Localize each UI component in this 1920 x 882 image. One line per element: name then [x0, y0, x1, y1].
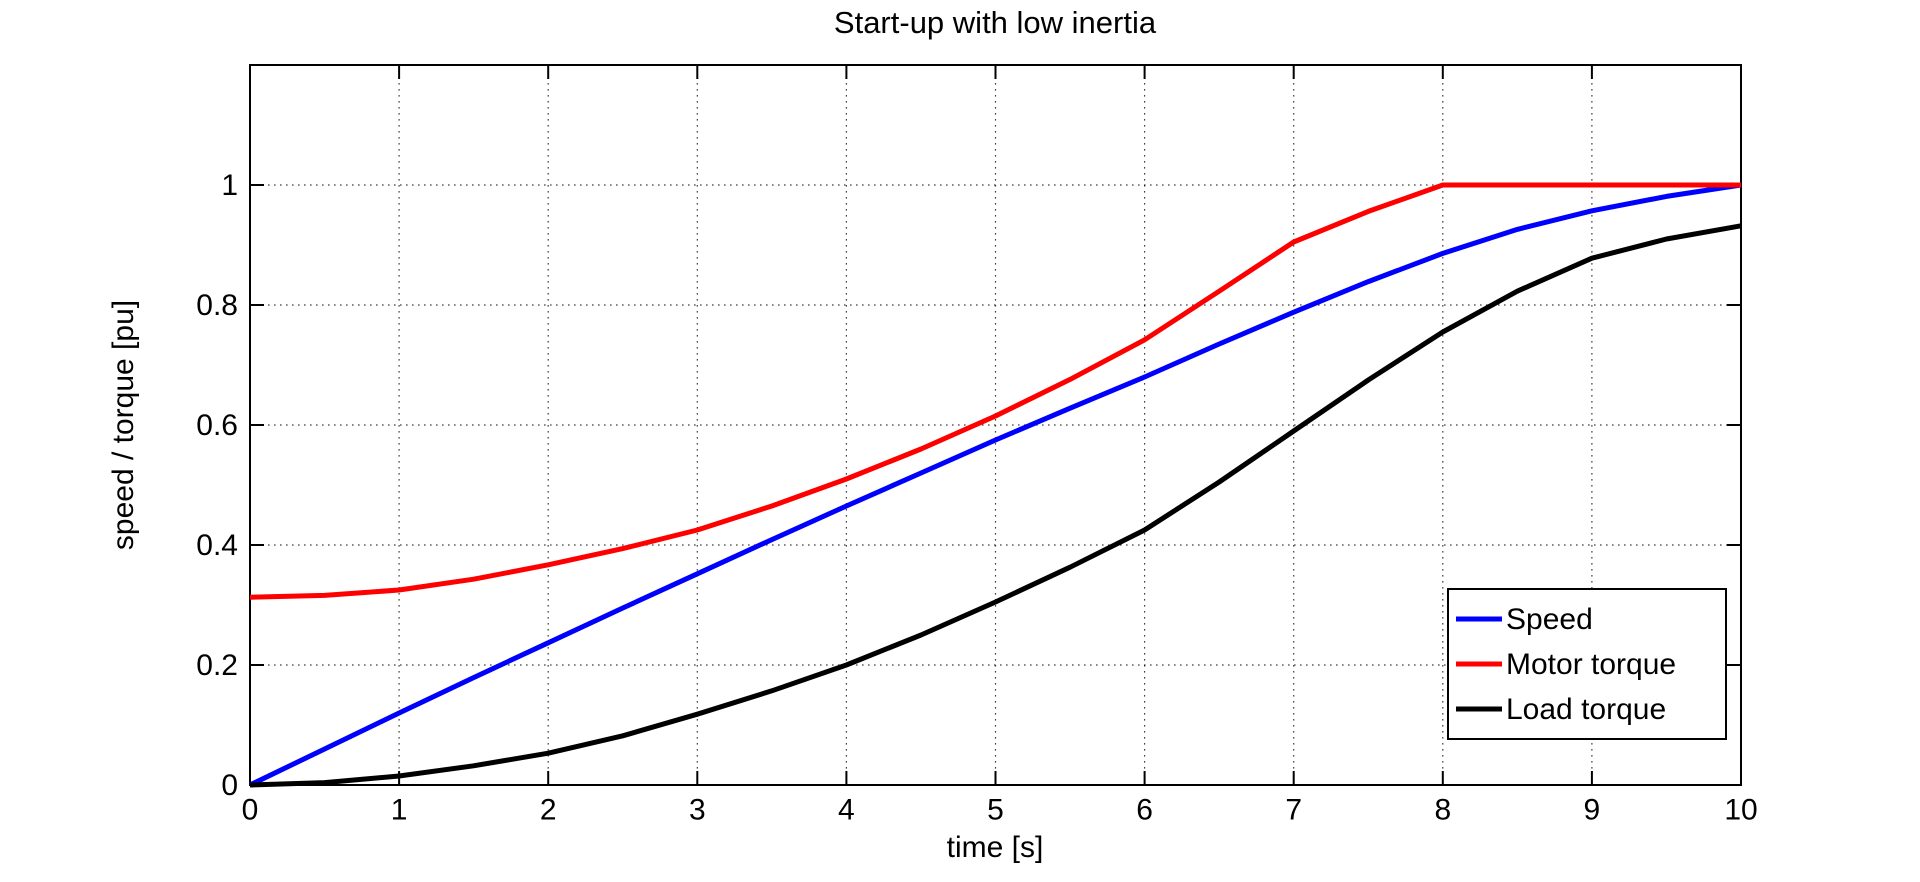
legend: Speed Motor torque Load torque [1447, 588, 1727, 740]
y-tick-label: 0.6 [196, 409, 238, 442]
series-line-motor-torque [249, 182, 1741, 600]
y-tick-label: 0 [221, 769, 238, 802]
x-tick-label: 4 [838, 793, 855, 826]
x-tick-label: 1 [391, 793, 408, 826]
x-tick-label: 3 [689, 793, 706, 826]
legend-item: Speed [1456, 603, 1593, 636]
x-tick-label: 8 [1434, 793, 1451, 826]
x-tick-label: 9 [1584, 793, 1601, 826]
legend-item: Load torque [1456, 693, 1666, 726]
x-tick-label: 5 [987, 793, 1004, 826]
plot-frame [249, 64, 1742, 786]
x-tick-labels: 0 1 2 3 4 5 6 7 8 9 10 [242, 793, 1758, 826]
data-series [248, 182, 1742, 788]
y-axis-label: speed / torque [pu] [107, 300, 140, 550]
x-tick-label: 2 [540, 793, 557, 826]
x-axis-label: time [s] [947, 831, 1044, 864]
y-tick-label: 0.8 [196, 289, 238, 322]
legend-label: Load torque [1506, 693, 1666, 726]
legend-item: Motor torque [1456, 648, 1676, 681]
y-tick-label: 0.2 [196, 649, 238, 682]
x-tick-label: 10 [1724, 793, 1757, 826]
y-tick-labels: 0 0.2 0.4 0.6 0.8 1 [196, 169, 238, 802]
y-tick-label: 0.4 [196, 529, 238, 562]
x-tick-label: 7 [1285, 793, 1302, 826]
chart-title: Start-up with low inertia [834, 5, 1157, 40]
x-tick-label: 6 [1136, 793, 1153, 826]
series-line-load-torque [249, 223, 1742, 788]
x-tick-label: 0 [242, 793, 259, 826]
y-tick-label: 1 [221, 169, 238, 202]
legend-label: Speed [1506, 603, 1593, 636]
series-line-speed [248, 182, 1742, 788]
legend-label: Motor torque [1506, 648, 1676, 681]
